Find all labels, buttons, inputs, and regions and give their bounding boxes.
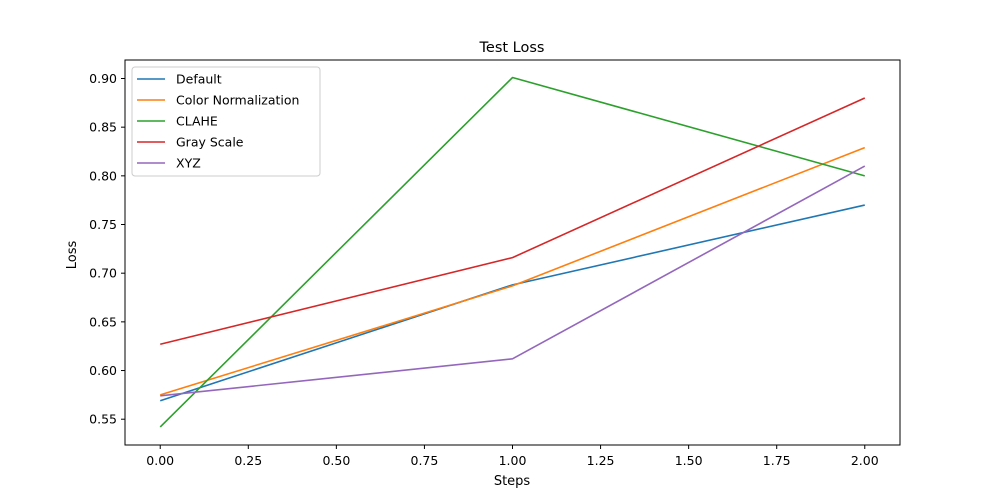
series-line-clahe xyxy=(159,76,865,428)
legend: Default Color Normalization CLAHE Gray Scal… xyxy=(131,66,321,177)
x-tick-label: 0.00 xyxy=(146,453,174,468)
chart-title: Test Loss xyxy=(479,40,545,56)
y-axis-label: Loss xyxy=(65,241,80,270)
axis-ticks: 0.00 0.25 0.50 0.75 1.00 1.25 1.50 1.75 2.00 0.55… xyxy=(89,71,879,468)
series-line-gray-scale xyxy=(160,97,866,346)
y-tick-label: 0.60 xyxy=(89,363,117,378)
series-line-color-normalization xyxy=(159,146,866,396)
y-tick-label: 0.70 xyxy=(89,266,117,281)
x-tick-label: 0.75 xyxy=(411,453,439,468)
series-line-default xyxy=(159,204,865,402)
y-tick-label: 0.85 xyxy=(89,120,117,135)
legend-label: XYZ xyxy=(176,156,201,171)
x-tick-label: 1.25 xyxy=(587,453,615,468)
series-line-xyz xyxy=(160,165,866,397)
x-tick-label: 0.50 xyxy=(322,453,350,468)
x-tick-label: 2.00 xyxy=(851,453,879,468)
legend-label: Color Normalization xyxy=(176,93,299,108)
y-tick-label: 0.65 xyxy=(89,314,117,329)
y-tick-label: 0.90 xyxy=(89,71,117,86)
x-tick-label: 1.75 xyxy=(763,453,791,468)
y-tick-label: 0.75 xyxy=(89,217,117,232)
y-tick-label: 0.55 xyxy=(89,412,117,427)
legend-label: Gray Scale xyxy=(176,135,244,150)
x-tick-label: 1.50 xyxy=(675,453,703,468)
y-tick-label: 0.80 xyxy=(89,168,117,183)
x-axis-label: Steps xyxy=(494,474,531,489)
legend-label: CLAHE xyxy=(176,114,218,129)
plot-lines xyxy=(159,76,866,428)
legend-label: Default xyxy=(176,72,222,87)
x-tick-label: 0.25 xyxy=(234,453,262,468)
legend-box xyxy=(131,66,321,177)
plot-frame xyxy=(124,59,901,446)
x-tick-label: 1.00 xyxy=(499,453,527,468)
